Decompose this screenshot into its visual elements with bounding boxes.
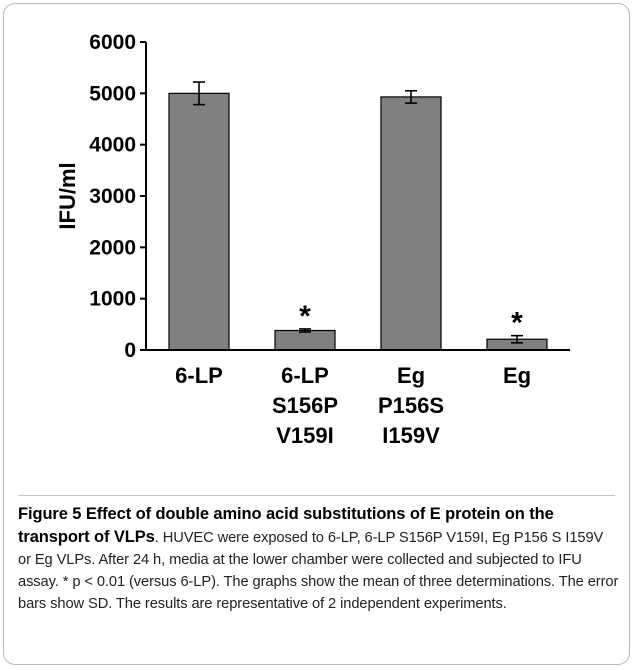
x-category-label: 6-LP S156P V159I	[272, 363, 338, 448]
y-axis-label: IFU/ml	[55, 162, 80, 229]
x-category-label-line: I159V	[382, 423, 440, 448]
x-category-label-line: 6-LP	[175, 363, 223, 388]
figure-caption: Figure 5 Effect of double amino acid sub…	[18, 503, 620, 615]
significance-marker: *	[511, 307, 523, 340]
significance-marker: *	[299, 300, 311, 333]
x-category-label-line: P156S	[378, 393, 444, 418]
bar-chart: 0 1000 2000 3000 4000 5000 6000 * * 6-LP 6-LP S15…	[55, 31, 570, 448]
caption-text: . HUVEC were exposed to 6-LP, 6-LP S156P…	[18, 530, 619, 612]
x-category-label-line: 6-LP	[281, 363, 329, 388]
y-tick-label: 3000	[89, 185, 136, 208]
caption-title: Figure 5 Effect of double amino acid sub…	[18, 505, 554, 546]
y-tick-label: 4000	[89, 134, 136, 157]
x-category-label: 6-LP	[175, 363, 223, 388]
x-category-label-line: Eg	[397, 363, 425, 388]
bar	[274, 329, 336, 351]
y-tick-label: 2000	[89, 236, 136, 259]
y-tick-label: 1000	[89, 288, 136, 311]
x-category-label-line: S156P	[272, 393, 338, 418]
x-category-label: Eg P156S I159V	[378, 363, 444, 448]
y-tick-label: 0	[124, 339, 136, 362]
x-category-label: Eg	[503, 363, 531, 388]
y-tick-label: 6000	[89, 31, 136, 54]
caption-divider	[18, 495, 615, 496]
bar	[168, 92, 230, 351]
bar	[380, 96, 442, 351]
y-tick-label: 5000	[89, 82, 136, 105]
x-category-label-line: V159I	[276, 423, 334, 448]
x-category-label-line: Eg	[503, 363, 531, 388]
